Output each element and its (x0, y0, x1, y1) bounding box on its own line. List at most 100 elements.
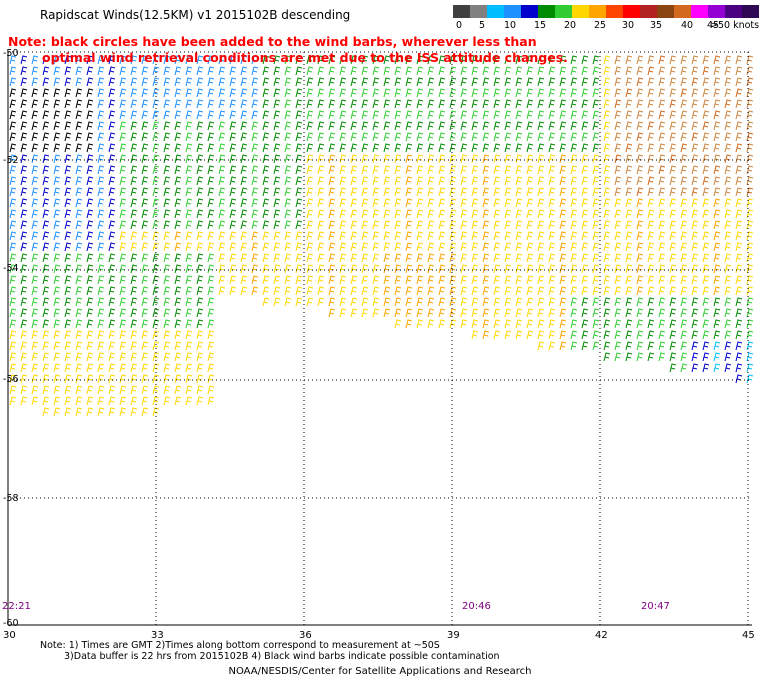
wind-barb (449, 66, 457, 76)
wind-barb (471, 132, 479, 142)
wind-barb (614, 242, 622, 252)
wind-barb (119, 308, 127, 318)
wind-barb (691, 286, 699, 296)
wind-barb (603, 110, 611, 120)
wind-barb (350, 198, 358, 208)
wind-barb (251, 231, 259, 241)
wind-barb (493, 308, 501, 318)
wind-barb (438, 242, 446, 252)
wind-barb (658, 187, 666, 197)
wind-barb (229, 132, 237, 142)
wind-barb (108, 110, 116, 120)
wind-barb (86, 330, 94, 340)
wind-barb (394, 88, 402, 98)
wind-barb (218, 209, 226, 219)
wind-barb (691, 363, 699, 373)
wind-barb (284, 220, 292, 230)
wind-barb (64, 253, 72, 263)
wind-barb (130, 286, 138, 296)
wind-barb (647, 88, 655, 98)
wind-barb (240, 275, 248, 285)
wind-barb (680, 209, 688, 219)
wind-barb (218, 77, 226, 87)
wind-barb (108, 209, 116, 219)
wind-barb (31, 319, 39, 329)
wind-barb (141, 55, 149, 65)
wind-barb (460, 253, 468, 263)
wind-barb (86, 121, 94, 131)
wind-barb (328, 77, 336, 87)
wind-barb (130, 264, 138, 274)
wind-barb (207, 396, 215, 406)
wind-barb (130, 352, 138, 362)
wind-barb (614, 198, 622, 208)
wind-barb (691, 264, 699, 274)
wind-barb (207, 198, 215, 208)
wind-barb (438, 275, 446, 285)
wind-barb (592, 231, 600, 241)
wind-barb (174, 99, 182, 109)
wind-barb (174, 330, 182, 340)
wind-barb (493, 253, 501, 263)
wind-barb (724, 132, 732, 142)
wind-barb (97, 132, 105, 142)
wind-barb (669, 242, 677, 252)
wind-barb (735, 286, 743, 296)
wind-barb (735, 154, 743, 164)
wind-barb (669, 165, 677, 175)
wind-barb (405, 187, 413, 197)
wind-barb (185, 209, 193, 219)
wind-barb (240, 220, 248, 230)
wind-barb (581, 110, 589, 120)
wind-barb (416, 253, 424, 263)
wind-barb (383, 242, 391, 252)
wind-barb (449, 132, 457, 142)
wind-barb (504, 231, 512, 241)
wind-barb (471, 209, 479, 219)
wind-barb (526, 286, 534, 296)
wind-barb (75, 275, 83, 285)
wind-barb (394, 286, 402, 296)
wind-barb (42, 143, 50, 153)
wind-barb (108, 264, 116, 274)
wind-barb (438, 209, 446, 219)
wind-barb (53, 319, 61, 329)
wind-barb (702, 165, 710, 175)
wind-barb (174, 352, 182, 362)
wind-barb (625, 341, 633, 351)
wind-barb (229, 242, 237, 252)
wind-barb (581, 209, 589, 219)
wind-barb (493, 330, 501, 340)
wind-barb (284, 198, 292, 208)
wind-barb (471, 110, 479, 120)
wind-barb (537, 220, 545, 230)
wind-barb (383, 187, 391, 197)
wind-barb (64, 55, 72, 65)
wind-barb (526, 66, 534, 76)
wind-barb (86, 275, 94, 285)
wind-barb (691, 220, 699, 230)
wind-barb (581, 77, 589, 87)
wind-barb (548, 253, 556, 263)
wind-barb (229, 264, 237, 274)
wind-barb (636, 242, 644, 252)
wind-barb (724, 286, 732, 296)
wind-barb (174, 220, 182, 230)
wind-barb (625, 308, 633, 318)
legend-tick: 30 (622, 20, 635, 31)
wind-barb (20, 154, 28, 164)
wind-barb (141, 319, 149, 329)
wind-barb (218, 121, 226, 131)
wind-barb (317, 132, 325, 142)
wind-barb (207, 341, 215, 351)
wind-barb (614, 275, 622, 285)
wind-barb (394, 187, 402, 197)
wind-barb (471, 242, 479, 252)
wind-barb (119, 352, 127, 362)
wind-barb (746, 132, 754, 142)
legend-tick: 5 (479, 20, 486, 31)
wind-barb (372, 253, 380, 263)
wind-barb (262, 231, 270, 241)
wind-barb (405, 121, 413, 131)
wind-barb (405, 77, 413, 87)
